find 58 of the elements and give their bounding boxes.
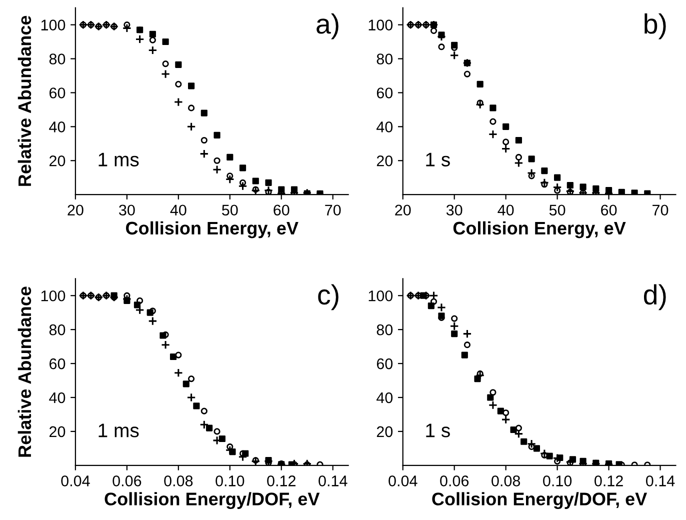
x-tick-label: 0.12 xyxy=(594,476,623,486)
annotation: 1 s xyxy=(426,152,450,166)
x-tick-label: 30 xyxy=(119,204,135,216)
x-tick-label: 0.14 xyxy=(646,476,675,486)
y-tick-label: 20 xyxy=(376,426,393,438)
x-tick-label: 20 xyxy=(395,204,411,216)
x-tick-label: 70 xyxy=(325,204,341,216)
x-tick-label: 0.04 xyxy=(61,476,90,486)
y-tick-label: 100 xyxy=(368,20,393,30)
x-tick-label: 0.06 xyxy=(112,476,142,486)
y-tick-label: 40 xyxy=(49,392,66,404)
x-axis-title: Collision Energy/DOF, eV xyxy=(432,492,648,510)
x-tick-label: 60 xyxy=(274,204,290,216)
y-tick-label: 60 xyxy=(376,358,393,370)
y-tick-label: 60 xyxy=(376,88,393,98)
x-tick-label: 0.10 xyxy=(543,476,572,486)
y-tick-label: 20 xyxy=(50,426,66,438)
y-tick-label: 80 xyxy=(49,324,66,336)
annotation: c) xyxy=(318,284,338,310)
x-tick-label: 40 xyxy=(170,204,186,216)
x-tick-label: 0.12 xyxy=(267,476,296,486)
x-tick-label: 60 xyxy=(601,204,617,216)
x-tick-label: 0.06 xyxy=(440,476,469,486)
annotation: 1 s xyxy=(426,424,450,438)
y-tick-label: 100 xyxy=(368,290,393,302)
y-tick-label: 20 xyxy=(50,155,66,166)
y-tick-label: 80 xyxy=(49,54,66,64)
x-tick-label: 0.04 xyxy=(388,476,418,486)
y-axis-title: Relative Abundance xyxy=(18,286,32,457)
x-tick-label: 50 xyxy=(549,204,566,216)
x-tick-label: 50 xyxy=(222,204,238,216)
y-tick-label: 40 xyxy=(49,122,66,132)
x-axis-title: Collision Energy/DOF, eV xyxy=(104,492,320,510)
annotation: 1 ms xyxy=(98,152,139,166)
y-tick-label: 80 xyxy=(376,324,393,336)
y-tick-label: 100 xyxy=(41,290,66,302)
y-axis-title: Relative Abundance xyxy=(18,16,32,186)
x-axis-title: Collision Energy, eV xyxy=(453,221,626,238)
y-tick-label: 80 xyxy=(376,54,393,64)
x-tick-label: 30 xyxy=(446,204,462,216)
x-tick-label: 20 xyxy=(68,204,84,216)
y-tick-label: 40 xyxy=(376,392,393,404)
annotation: 1 ms xyxy=(98,424,139,438)
x-tick-label: 70 xyxy=(652,204,668,216)
x-tick-label: 0.08 xyxy=(164,476,193,486)
x-tick-label: 0.14 xyxy=(318,476,348,486)
x-tick-label: 0.10 xyxy=(216,476,244,486)
annotation: a) xyxy=(316,13,338,40)
y-tick-label: 20 xyxy=(376,155,393,166)
y-tick-label: 60 xyxy=(50,358,66,370)
annotation: b) xyxy=(644,13,666,40)
y-tick-label: 60 xyxy=(50,88,66,98)
y-tick-label: 40 xyxy=(376,122,393,132)
y-tick-label: 100 xyxy=(41,20,66,30)
annotation: d) xyxy=(644,284,666,310)
x-axis-title: Collision Energy, eV xyxy=(126,221,298,238)
x-tick-label: 40 xyxy=(498,204,514,216)
x-tick-label: 0.08 xyxy=(492,476,520,486)
